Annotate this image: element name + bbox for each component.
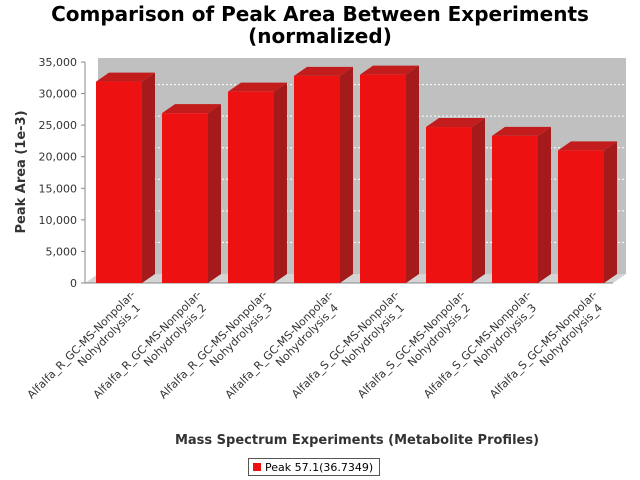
bar-front [492, 135, 538, 283]
bar-top [558, 141, 617, 151]
legend: Peak 57.1(36.7349) [248, 458, 381, 476]
y-tick-label: 0 [70, 277, 77, 290]
legend-label: Peak 57.1(36.7349) [265, 460, 374, 474]
y-tick-label: 5,000 [46, 245, 78, 258]
plot-floor [85, 274, 626, 283]
chart-title-line-2: (normalized) [248, 24, 392, 48]
y-tick-label: 20,000 [39, 151, 78, 164]
bar-top [360, 65, 419, 75]
bar-side [274, 82, 287, 283]
bar-front [96, 81, 142, 284]
y-tick-label: 35,000 [39, 56, 78, 69]
bar-side [406, 65, 419, 283]
y-tick-label: 15,000 [39, 182, 78, 195]
bar-side [472, 118, 485, 283]
bar [426, 118, 485, 283]
y-tick-label: 10,000 [39, 214, 78, 227]
x-tick-label: Alfalfa_R_GC-MS-Nonpolar-Nohydrolysis_3 [157, 288, 275, 401]
bar-top [294, 66, 353, 76]
legend-swatch [253, 463, 261, 471]
bar-front [426, 127, 472, 283]
bar-top [228, 82, 287, 92]
x-tick-label: Alfalfa_R_GC-MS-Nonpolar-Nohydrolysis_4 [223, 288, 341, 401]
bar-front [558, 150, 604, 283]
bar-side [604, 141, 617, 283]
bars [96, 65, 617, 284]
bar-front [228, 91, 274, 283]
bar [162, 104, 221, 283]
y-tick-label: 30,000 [39, 88, 78, 101]
bar-side [538, 126, 551, 284]
bar-top [96, 72, 155, 82]
x-tick-label-line: Alfalfa_R_GC-MS-Nonpolar- [25, 288, 138, 401]
bar-top [492, 126, 551, 136]
bar [96, 72, 155, 284]
bar [294, 66, 353, 284]
y-tick-label: 25,000 [39, 119, 78, 132]
bar [360, 65, 419, 283]
bar [492, 126, 551, 284]
bar-front [294, 75, 340, 284]
y-axis-label: Peak Area (1e-3) [14, 110, 29, 233]
chart-title-line-1: Comparison of Peak Area Between Experime… [51, 2, 589, 26]
x-axis-tick-labels: Alfalfa_R_GC-MS-Nonpolar-Nohydrolysis_1A… [25, 288, 605, 401]
x-axis-label: Mass Spectrum Experiments (Metabolite Pr… [175, 433, 539, 448]
bar-front [360, 74, 406, 283]
bar-side [340, 66, 353, 284]
bar [558, 141, 617, 283]
bar [228, 82, 287, 283]
bar-side [142, 72, 155, 284]
bar-front [162, 113, 208, 283]
x-tick-label: Alfalfa_R_GC-MS-Nonpolar-Nohydrolysis_2 [91, 288, 209, 401]
bar-top [426, 118, 485, 128]
bar-side [208, 104, 221, 283]
bar-top [162, 104, 221, 114]
x-tick-label: Alfalfa_R_GC-MS-Nonpolar-Nohydrolysis_1 [25, 288, 143, 401]
